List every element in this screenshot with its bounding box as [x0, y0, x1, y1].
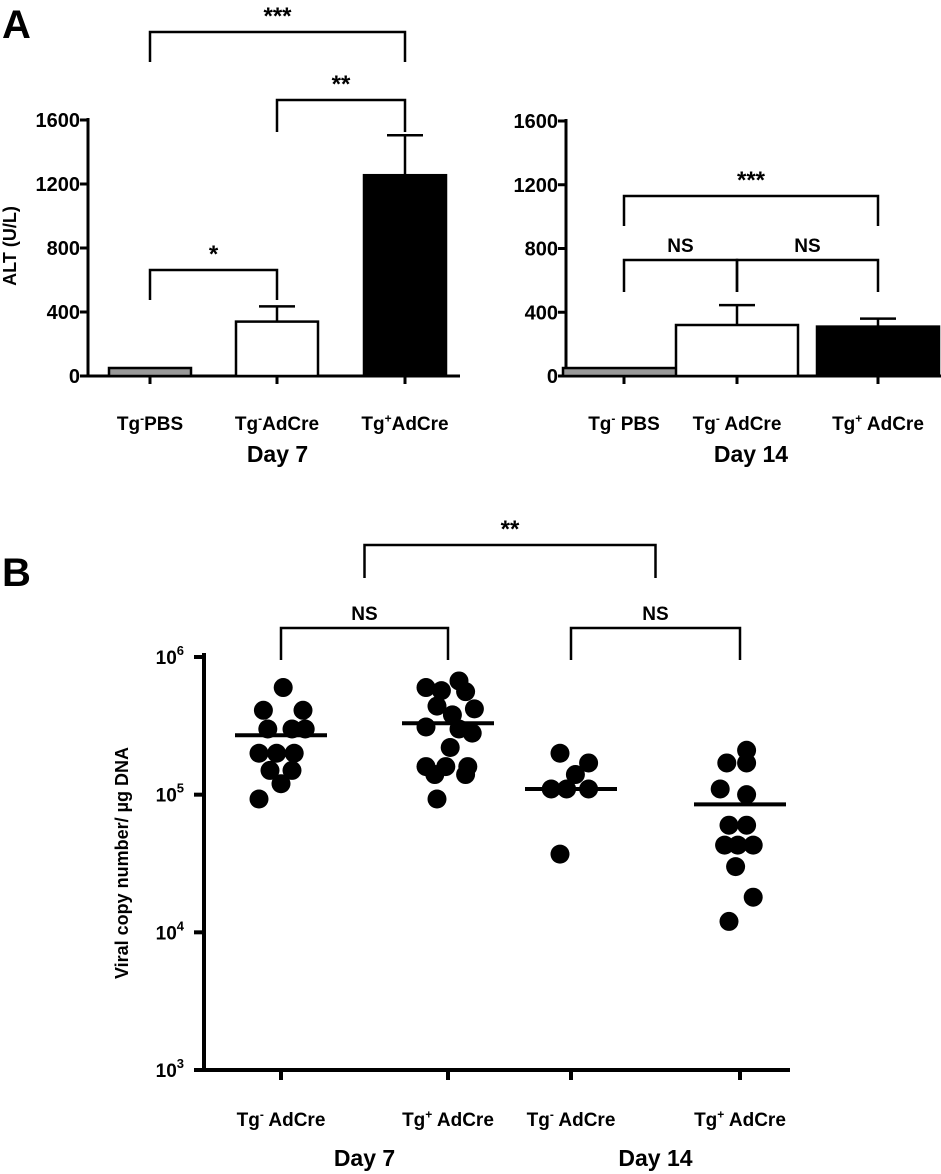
significance-label: *** [263, 3, 292, 30]
y-tick-label: 800 [47, 238, 80, 260]
data-point [456, 765, 476, 785]
data-point [737, 785, 757, 805]
data-point [271, 774, 291, 794]
group-label: Day 14 [714, 441, 788, 467]
data-point [565, 765, 585, 785]
significance-label: NS [351, 604, 377, 625]
x-tick-label: Tg- AdCre [693, 411, 782, 435]
data-point [260, 760, 280, 780]
data-point [743, 887, 763, 907]
data-point [253, 700, 273, 720]
y-axis-label: Viral copy number/ µg DNA [112, 747, 132, 979]
data-point [427, 696, 447, 716]
significance-label: ** [332, 71, 351, 98]
bar [107, 366, 193, 378]
data-point [728, 835, 748, 855]
significance-bracket [622, 258, 739, 292]
data-point [719, 911, 739, 931]
data-point [440, 738, 460, 758]
x-tick-label: Tg+ AdCre [694, 1107, 786, 1131]
data-point [293, 700, 313, 720]
chart-viral: 103 104 105 106 Viral copy number/ µg DNA Tg-… [112, 516, 790, 1171]
x-tick-label: Tg- AdCre [527, 1107, 616, 1131]
data-point [282, 760, 302, 780]
bar [561, 366, 687, 378]
y-tick-label: 103 [156, 1056, 184, 1082]
significance-bracket [622, 194, 880, 226]
data-point [427, 789, 447, 809]
y-axis-label: ALT (U/L) [0, 206, 20, 286]
group-label: Day 14 [618, 1145, 692, 1171]
y-tick-label: 1200 [514, 175, 559, 197]
x-tick-label: Tg+AdCre [361, 411, 448, 435]
data-point [550, 743, 570, 763]
group-label: Day 7 [334, 1145, 395, 1171]
significance-bracket [363, 543, 657, 578]
data-point [717, 753, 737, 773]
y-tick-label: 400 [525, 302, 558, 324]
data-point [249, 743, 269, 763]
data-point [719, 815, 739, 835]
data-point [715, 835, 735, 855]
significance-bracket [279, 626, 450, 660]
data-point [737, 753, 757, 773]
y-tick-label: 104 [156, 918, 185, 944]
y-tick-label: 0 [547, 366, 558, 388]
data-point [273, 678, 293, 698]
bar [362, 173, 448, 378]
data-point [267, 743, 287, 763]
data-point [579, 753, 599, 773]
y-tick-label: 105 [156, 781, 184, 807]
data-point [464, 699, 484, 719]
chart-day7: 0 400 800 1200 1600 ALT (U/L) Tg-PBS Tg-AdCre Tg… [0, 3, 460, 467]
y-tick-label: 106 [156, 643, 184, 669]
data-point [431, 681, 451, 701]
significance-label: NS [794, 236, 820, 257]
data-point [416, 717, 436, 737]
x-tick-label: Tg+ AdCre [832, 411, 924, 435]
y-tick-label: 800 [525, 239, 558, 261]
data-point [442, 705, 462, 725]
y-tick-label: 0 [69, 366, 80, 388]
significance-label: ** [501, 516, 520, 543]
x-tick-label: Tg- PBS [588, 411, 660, 435]
y-tick-label: 1200 [36, 174, 81, 196]
data-point [710, 779, 730, 799]
significance-bracket [275, 98, 407, 132]
data-point [249, 789, 269, 809]
bar [815, 325, 941, 378]
data-point [416, 678, 436, 698]
significance-label: *** [737, 167, 766, 194]
significance-label: * [209, 241, 219, 268]
panel-label-b: B [2, 551, 31, 595]
y-tick-label: 400 [47, 302, 80, 324]
significance-label: NS [667, 236, 693, 257]
x-tick-label: Tg-PBS [117, 411, 183, 435]
significance-bracket [735, 258, 880, 292]
group-label: Day 7 [247, 441, 308, 467]
x-tick-label: Tg+ AdCre [402, 1107, 494, 1131]
data-point [425, 765, 445, 785]
panel-label-a: A [2, 3, 31, 47]
data-point [550, 844, 570, 864]
x-tick-label: Tg-AdCre [235, 411, 319, 435]
x-tick-label: Tg- AdCre [237, 1107, 326, 1131]
data-point [743, 835, 763, 855]
y-tick-label: 1600 [514, 111, 559, 133]
y-tick-label: 1600 [36, 110, 81, 132]
chart-day14: 0 400 800 1200 1600 Tg- PBS Tg- AdCre Tg+ AdCre… [514, 111, 941, 467]
significance-bracket [148, 268, 279, 300]
significance-label: NS [642, 604, 668, 625]
data-point [456, 682, 476, 702]
data-point [284, 743, 304, 763]
significance-bracket [569, 626, 742, 660]
bar [674, 323, 800, 378]
data-point [462, 723, 482, 743]
data-point [726, 857, 746, 877]
significance-bracket [148, 30, 407, 62]
bar [234, 320, 320, 378]
data-point [737, 815, 757, 835]
